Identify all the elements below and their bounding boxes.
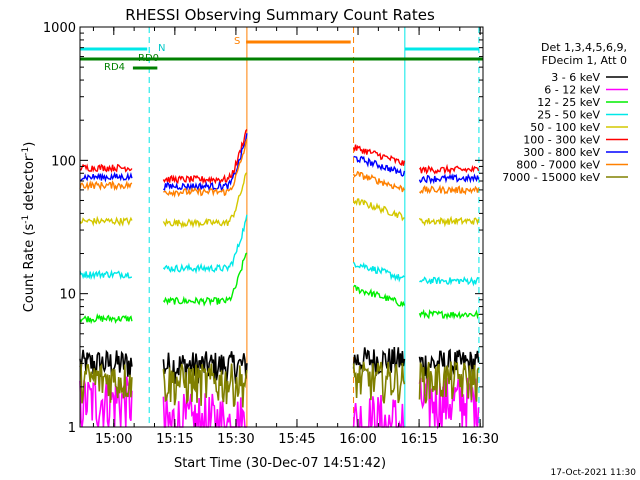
- series-6-segment-3: [418, 173, 480, 185]
- legend-label-8: 7000 - 15000 keV: [502, 171, 600, 184]
- legend-header-2: FDecim 1, Att 0: [542, 54, 627, 67]
- x-tick-label-0: 15:00: [95, 432, 132, 447]
- series-4-segment-2: [352, 198, 405, 222]
- y-tick-label-0: 1: [68, 421, 76, 436]
- chart-title: RHESSI Observing Summary Count Rates: [125, 6, 435, 24]
- y-axis-label: Count Rate (s-1 detector-1): [21, 142, 37, 313]
- series-6-segment-0: [79, 171, 133, 183]
- series-3-segment-3: [419, 276, 479, 287]
- x-tick-label-1: 15:15: [156, 432, 193, 447]
- x-tick-label-3: 15:45: [278, 432, 315, 447]
- series-4-segment-3: [418, 215, 480, 228]
- series-1-segment-2: [352, 394, 405, 428]
- flag-label-rd0: RD0: [138, 53, 159, 64]
- plot-area: [79, 27, 483, 430]
- x-tick-label-6: 16:30: [461, 432, 498, 447]
- x-tick-label-2: 15:30: [217, 432, 254, 447]
- legend-label-0: 3 - 6 keV: [551, 71, 600, 84]
- legend-header-1: Det 1,3,4,5,6,9,: [541, 41, 627, 54]
- series-6-segment-1: [163, 133, 248, 193]
- series-7-segment-2: [352, 170, 406, 193]
- y-label-mid: detector: [22, 155, 37, 215]
- legend-label-5: 100 - 300 keV: [523, 134, 600, 147]
- series-7-segment-3: [419, 184, 480, 196]
- series-6-segment-2: [353, 155, 406, 177]
- y-tick-label-2: 100: [51, 154, 76, 169]
- series-5-segment-2: [352, 144, 406, 166]
- legend-label-1: 6 - 12 keV: [544, 84, 600, 97]
- series-8-segment-2: [352, 361, 406, 404]
- series-2-segment-1: [162, 252, 248, 307]
- y-label-sup1: -1: [21, 215, 31, 224]
- series-1-segment-3: [418, 376, 480, 430]
- series-5-segment-0: [79, 163, 133, 174]
- flag-label-s: S: [234, 36, 240, 47]
- flag-label-n: N: [158, 43, 165, 54]
- axes: 15:00 15:15 15:30 15:45 16:00 16:15 16:30 1 10 10…: [43, 21, 499, 447]
- x-tick-label-4: 16:00: [339, 432, 376, 447]
- x-axis-label: Start Time (30-Dec-07 14:51:42): [174, 456, 386, 471]
- plot-frame: [79, 26, 484, 428]
- timestamp: 17-Oct-2021 11:30: [551, 468, 637, 478]
- y-label-end: ): [22, 142, 37, 147]
- flag-label-rd4: RD4: [104, 62, 125, 73]
- series-3-segment-1: [162, 214, 248, 275]
- legend-label-7: 800 - 7000 keV: [516, 159, 600, 172]
- x-tick-label-5: 16:15: [400, 432, 437, 447]
- series-5-segment-1: [162, 129, 248, 185]
- series-4-segment-0: [79, 215, 133, 227]
- legend: Det 1,3,4,5,6,9, FDecim 1, Att 0 3 - 6 k…: [502, 41, 628, 184]
- series-8-segment-1: [162, 363, 248, 408]
- series-0-segment-1: [162, 351, 248, 384]
- series-3-segment-0: [79, 269, 133, 281]
- legend-label-2: 12 - 25 keV: [537, 96, 600, 109]
- series-4-segment-1: [162, 172, 248, 229]
- legend-label-6: 300 - 800 keV: [523, 146, 600, 159]
- series-8-segment-0: [79, 362, 133, 404]
- y-label-sup2: -1: [21, 147, 31, 156]
- series-8-segment-3: [418, 360, 480, 404]
- series-2-segment-0: [79, 313, 133, 325]
- legend-label-3: 25 - 50 keV: [537, 109, 600, 122]
- y-label-main: Count Rate (s: [22, 224, 37, 313]
- series-7-segment-0: [79, 179, 133, 192]
- y-tick-label-3: 1000: [43, 21, 76, 36]
- series-5-segment-3: [418, 163, 480, 176]
- series-3-segment-2: [352, 261, 405, 283]
- y-tick-label-1: 10: [59, 288, 76, 303]
- series-2-segment-3: [418, 308, 480, 321]
- series-2-segment-2: [353, 284, 406, 308]
- series-7-segment-1: [163, 138, 248, 199]
- series-0-segment-0: [79, 349, 133, 378]
- legend-label-4: 50 - 100 keV: [530, 121, 600, 134]
